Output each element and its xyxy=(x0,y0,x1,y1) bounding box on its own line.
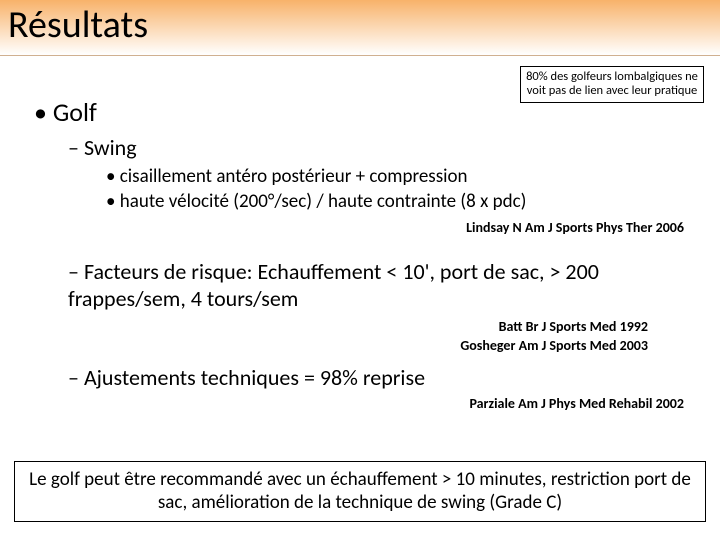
sub-swing: Swing xyxy=(68,134,698,161)
content-area: Golf Swing cisaillement antéro postérieu… xyxy=(0,56,720,412)
sub-facteurs-text: Facteurs de risque: Echauffement < 10', … xyxy=(68,258,599,312)
swing-item-2-text: haute vélocité (200°/sec) / haute contra… xyxy=(120,190,527,213)
callout-text: 80% des golfeurs lombalgiques ne voit pa… xyxy=(526,69,698,98)
citation-gosheger-text: Gosheger Am J Sports Med 2003 xyxy=(460,337,648,354)
citation-lindsay-text: Lindsay N Am J Sports Phys Ther 2006 xyxy=(466,219,684,236)
citation-gosheger: Gosheger Am J Sports Med 2003 xyxy=(22,337,648,354)
bullet-golf-label: Golf xyxy=(53,96,97,128)
sub-ajustements: Ajustements techniques = 98% reprise xyxy=(68,364,698,391)
citation-lindsay: Lindsay N Am J Sports Phys Ther 2006 xyxy=(22,219,684,236)
summary-text: Le golf peut être recommandé avec un éch… xyxy=(29,468,691,515)
swing-item-1-text: cisaillement antéro postérieur + compres… xyxy=(120,165,468,188)
sub-facteurs: Facteurs de risque: Echauffement < 10', … xyxy=(68,258,698,312)
page-title: Résultats xyxy=(8,2,148,48)
sub-ajustements-text: Ajustements techniques = 98% reprise xyxy=(84,364,425,391)
citation-batt: Batt Br J Sports Med 1992 xyxy=(22,318,648,335)
citation-batt-text: Batt Br J Sports Med 1992 xyxy=(499,318,648,335)
citation-parziale: Parziale Am J Phys Med Rehabil 2002 xyxy=(22,395,684,412)
swing-item-1: cisaillement antéro postérieur + compres… xyxy=(106,165,698,188)
summary-box: Le golf peut être recommandé avec un éch… xyxy=(14,461,706,523)
swing-item-2: haute vélocité (200°/sec) / haute contra… xyxy=(106,190,698,213)
citation-parziale-text: Parziale Am J Phys Med Rehabil 2002 xyxy=(469,395,684,412)
title-bar: Résultats xyxy=(0,0,720,56)
callout-box: 80% des golfeurs lombalgiques ne voit pa… xyxy=(520,66,704,103)
sub-swing-label: Swing xyxy=(84,134,137,161)
